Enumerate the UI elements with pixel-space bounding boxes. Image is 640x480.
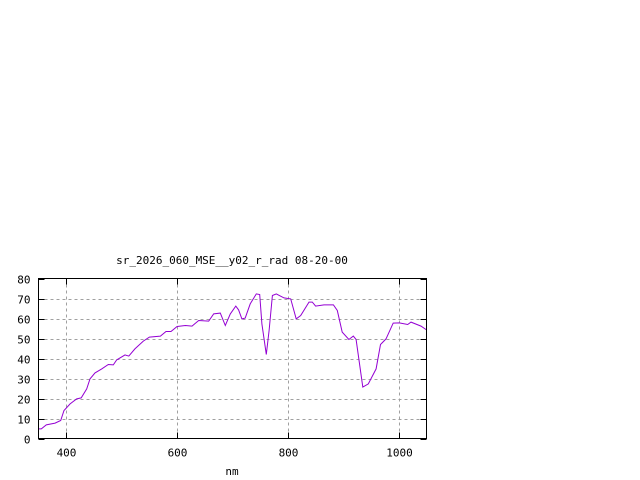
y-tick-label: 70 — [17, 294, 30, 307]
x-axis-label: nm — [225, 465, 239, 478]
y-tick-label: 20 — [17, 394, 30, 407]
x-tick-label: 1000 — [386, 447, 413, 460]
x-tick-label: 400 — [57, 447, 77, 460]
y-tick-label: 40 — [17, 354, 30, 367]
y-tick-label: 10 — [17, 414, 30, 427]
y-tick-label: 30 — [17, 374, 30, 387]
ticks: 0 10 20 30 40 50 60 70 80 400 600 800 1000 — [17, 274, 427, 460]
y-tick-label: 50 — [17, 334, 30, 347]
series-line — [38, 293, 427, 430]
plot-border — [38, 278, 427, 439]
chart-title: sr_2026_060_MSE__y02_r_rad 08-20-00 — [116, 254, 348, 267]
grid — [38, 278, 427, 439]
y-tick-label: 60 — [17, 314, 30, 327]
y-tick-label: 0 — [24, 434, 31, 447]
x-tick-label: 800 — [279, 447, 299, 460]
y-tick-label: 80 — [17, 274, 30, 287]
x-tick-label: 600 — [168, 447, 188, 460]
